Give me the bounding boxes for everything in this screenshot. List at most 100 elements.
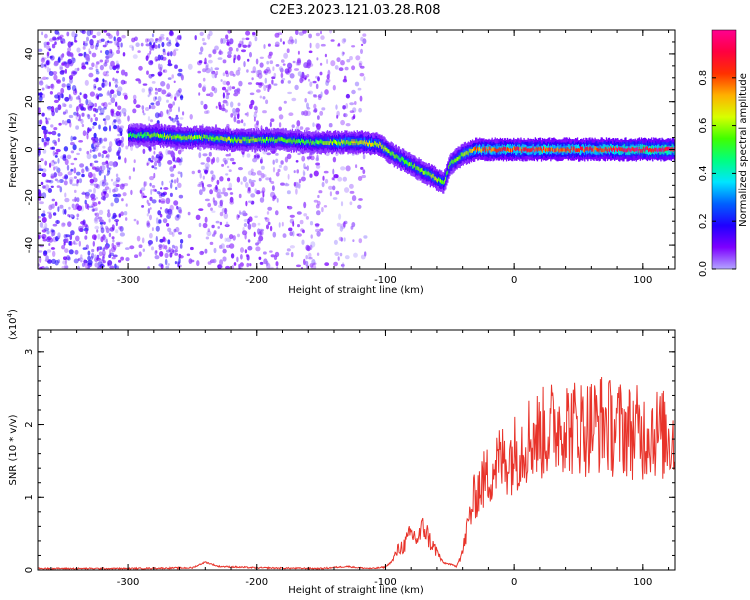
ridge-cell: [613, 146, 615, 151]
noise-speck: [92, 166, 97, 170]
noise-speck: [115, 179, 120, 183]
ridge-cell: [552, 147, 554, 152]
noise-speck: [104, 182, 109, 186]
ridge-cell: [212, 135, 214, 140]
noise-speck: [238, 80, 243, 87]
noise-speck: [174, 92, 180, 98]
ridge-cell: [575, 148, 578, 152]
ridge-cell: [331, 141, 334, 146]
noise-speck: [92, 125, 95, 130]
noise-speck: [251, 179, 256, 183]
noise-speck: [151, 33, 155, 38]
noise-speck: [60, 93, 64, 98]
noise-speck: [211, 234, 216, 237]
ridge-cell: [442, 180, 444, 184]
ridge-cell: [415, 166, 417, 171]
noise-speck: [125, 203, 128, 207]
ridge-cell: [141, 130, 143, 139]
noise-speck: [224, 207, 228, 215]
ridge-cell: [517, 146, 519, 151]
noise-speck: [287, 153, 292, 160]
noise-speck: [161, 89, 167, 95]
noise-speck: [68, 249, 74, 255]
noise-speck: [352, 239, 355, 243]
noise-speck: [112, 254, 118, 258]
noise-speck: [272, 197, 275, 202]
x-tick-label: 0: [511, 577, 517, 588]
ridge-cell: [580, 146, 582, 156]
noise-speck: [166, 249, 171, 253]
noise-speck: [140, 42, 144, 47]
noise-speck: [170, 150, 174, 154]
noise-speck: [115, 110, 120, 117]
ridge-cell: [409, 162, 411, 166]
ridge-cell: [240, 139, 242, 144]
noise-speck: [272, 166, 276, 173]
noise-speck: [102, 80, 107, 83]
noise-speck: [283, 100, 287, 104]
ridge-cell: [267, 136, 269, 146]
ridge-cell: [538, 147, 541, 152]
noise-speck: [319, 228, 324, 232]
ridge-cell: [480, 148, 482, 153]
ridge-cell: [224, 137, 227, 141]
noise-speck: [108, 102, 112, 105]
noise-speck: [88, 101, 93, 107]
noise-speck: [170, 51, 173, 57]
noise-speck: [78, 240, 82, 247]
noise-speck: [171, 244, 175, 249]
noise-speck: [227, 187, 233, 191]
noise-speck: [270, 181, 275, 184]
noise-speck: [337, 42, 341, 47]
ridge-cell: [434, 176, 437, 181]
noise-speck: [117, 86, 123, 92]
ridge-cell: [519, 147, 521, 152]
noise-speck: [229, 192, 234, 195]
noise-speck: [91, 197, 96, 201]
noise-speck: [101, 161, 107, 166]
ridge-cell: [369, 140, 371, 145]
noise-speck: [312, 122, 315, 127]
ridge-cell: [376, 142, 378, 147]
ridge-cell: [384, 145, 386, 150]
ridge-cell: [242, 136, 244, 141]
ridge-cell: [361, 140, 364, 145]
ridge-cell: [182, 136, 184, 140]
ridge-cell: [494, 147, 496, 152]
ridge-cell: [579, 148, 581, 153]
ridge-cell: [353, 139, 355, 148]
ridge-cell: [615, 146, 617, 151]
noise-speck: [94, 254, 97, 259]
noise-speck: [167, 59, 171, 65]
noise-speck: [287, 173, 290, 180]
noise-speck: [243, 61, 246, 68]
ridge-cell: [144, 132, 146, 141]
noise-speck: [171, 74, 174, 79]
noise-speck: [116, 90, 122, 96]
ridge-cell: [527, 147, 529, 152]
ridge-cell: [358, 141, 360, 145]
ridge-cell: [522, 146, 524, 151]
noise-speck: [244, 113, 248, 116]
noise-speck: [360, 65, 365, 69]
noise-speck: [55, 220, 61, 224]
ridge-cell: [167, 134, 169, 138]
noise-speck: [58, 122, 62, 126]
noise-speck: [317, 194, 320, 199]
ridge-cell: [311, 141, 313, 146]
noise-speck: [288, 112, 294, 116]
noise-speck: [319, 71, 323, 76]
ridge-cell: [278, 136, 280, 141]
noise-speck: [169, 192, 173, 197]
noise-speck: [241, 40, 244, 47]
noise-speck: [115, 177, 121, 182]
noise-speck: [337, 44, 341, 47]
noise-speck: [69, 179, 73, 185]
noise-speck: [343, 75, 347, 81]
noise-speck: [211, 174, 216, 181]
ridge-cell: [475, 146, 477, 151]
noise-speck: [102, 71, 108, 77]
ridge-cell: [599, 146, 601, 151]
